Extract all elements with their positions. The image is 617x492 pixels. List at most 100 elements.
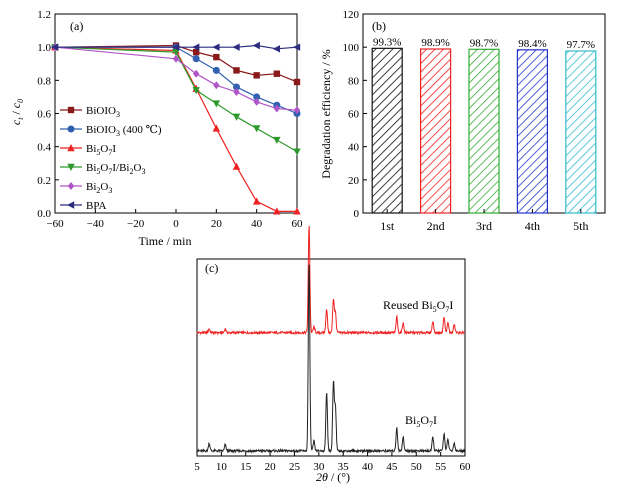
panel-b-value-label: 99.3% [373, 36, 401, 48]
panel-a-legend-entry: Bi5O7I/Bi2O3 [60, 162, 145, 176]
panel-a-legend-marker [67, 125, 75, 133]
panel-a-data-point [253, 72, 260, 79]
panel-a-data-point [253, 93, 261, 101]
panel-c-x-tick-label: 15 [240, 461, 252, 473]
panel-c-series-label-fresh: Bi5O7I [405, 413, 437, 429]
panel-a-data-point [233, 83, 240, 91]
panel-a-y-tick-label: 1.2 [37, 9, 51, 21]
panel-a-series-5 [51, 41, 301, 53]
panel-c-x-tick-label: 25 [289, 461, 301, 473]
panel-c-x-tick-label: 30 [313, 461, 325, 473]
panel-c-xrd-chart: (c) 2θ / (°) 5 10 15 20 25 30 35 40 45 50 55 60 Reus… [194, 225, 472, 484]
panel-a-y-tick-label: 0.6 [37, 109, 51, 121]
panel-a-data-point [212, 43, 220, 51]
panel-a-data-point [233, 87, 240, 96]
panel-b-x-tick-label: 3rd [476, 219, 492, 233]
panel-a-legend-marker [67, 201, 75, 209]
panel-c-x-tick-label: 50 [411, 461, 423, 473]
panel-b-y-tick-label: 100 [343, 42, 360, 54]
panel-a-data-point [273, 104, 281, 113]
panel-a-data-point [232, 162, 241, 170]
panel-c-plot-frame [196, 258, 466, 457]
panel-a-legend-marker [67, 182, 75, 190]
panel-a-legend-entry: BiOIO3 (400 ℃) [60, 124, 162, 138]
panel-a-data-point [293, 106, 301, 115]
panel-a-data-point [273, 136, 281, 145]
panel-a-x-tick-label: −40 [87, 218, 105, 230]
panel-b-y-axis-title: Degradation efficiency / % [319, 49, 333, 178]
panel-a-legend-label: Bi5O7I [86, 143, 116, 157]
panel-a-x-axis-title: Time / min [139, 234, 192, 248]
panel-a-data-point [232, 43, 240, 51]
panel-a-data-point [273, 207, 281, 215]
panel-a-legend-entry: BiOIO3 [60, 105, 120, 119]
panel-b-y-tick-label: 80 [348, 75, 360, 87]
panel-c-label: (c) [205, 261, 218, 275]
panel-b-bar-chart: (b) Degradation efficiency / % 0 20 40 60 80… [319, 9, 606, 233]
panel-c-x-tick-label: 35 [338, 461, 350, 473]
panel-a-data-point [213, 81, 220, 90]
panel-a-data-point [172, 43, 180, 51]
panel-a-y-tick-label: 0.0 [37, 208, 51, 220]
panel-a-data-point [172, 48, 180, 57]
panel-a-legend-label: Bi5O7I/Bi2O3 [86, 162, 145, 176]
panel-a-legend-entry: Bi5O7I [60, 143, 116, 157]
panel-a-data-point [192, 43, 200, 51]
panel-b-value-label: 97.7% [567, 39, 595, 51]
panel-c-x-tick-label: 20 [265, 461, 277, 473]
panel-a-data-point [232, 113, 241, 121]
panel-a-data-point [293, 148, 301, 156]
panel-b-bar [565, 50, 597, 214]
panel-a-series-4 [51, 43, 301, 115]
panel-c-series-label-reused: Reused Bi5O7I [383, 298, 453, 314]
panel-b-y-tick-label: 60 [348, 109, 360, 121]
panel-a-data-point [252, 125, 261, 133]
panel-a-legend-label: BPA [86, 200, 106, 212]
panel-a-y-tick-label: 0.2 [37, 175, 51, 187]
panel-a-legend-entry: BPA [60, 200, 106, 212]
panel-a-data-point [192, 48, 200, 56]
panel-a-legend-marker [67, 106, 75, 114]
panel-c-x-axis-title: 2θ / (°) [316, 470, 350, 484]
panel-a-data-point [272, 45, 281, 53]
panel-c-pattern-1 [196, 264, 466, 454]
panel-a-x-tick-label: 40 [251, 218, 263, 230]
panel-c-x-tick-label: 10 [216, 461, 228, 473]
panel-a-data-point [192, 69, 200, 78]
panel-b-value-label: 98.7% [470, 37, 498, 49]
panel-b-y-tick-label: 0 [354, 208, 360, 220]
panel-a-y-tick-label: 0.4 [37, 142, 51, 154]
panel-b-x-tick-label: 1st [380, 219, 395, 233]
panel-a-legend-marker [67, 144, 75, 152]
panel-a-x-tick-label: −20 [127, 218, 145, 230]
panel-b-x-tick-label: 2nd [427, 219, 445, 233]
panel-c-pattern-0 [196, 225, 466, 336]
panel-a-x-tick-label: 60 [292, 218, 304, 230]
panel-b-x-tick-label: 4th [525, 219, 540, 233]
panel-a-data-point [213, 53, 220, 61]
panel-a-series-line [54, 46, 297, 212]
panel-a-x-tick-label: 0 [173, 218, 179, 230]
panel-c-x-tick-label: 5 [194, 461, 200, 473]
panel-b-bar [468, 48, 500, 214]
panel-b-y-tick-label: 40 [348, 142, 360, 154]
panel-c-x-tick-label: 55 [435, 461, 447, 473]
panel-a-data-point [172, 54, 180, 63]
panel-a-data-point [51, 43, 59, 51]
panel-a-legend-label: Bi2O3 [86, 181, 112, 195]
panel-a-series-line [55, 44, 298, 50]
panel-c-x-tick-label: 45 [386, 461, 398, 473]
panel-a-data-point [252, 197, 261, 205]
panel-a-data-point [233, 67, 240, 74]
panel-a-data-point [212, 100, 221, 108]
panel-a-y-tick-label: 0.8 [37, 75, 51, 87]
panel-a-data-point [293, 78, 301, 86]
panel-c-x-tick-label: 60 [460, 461, 472, 473]
panel-b-value-label: 98.4% [518, 38, 546, 50]
panel-b-bar [516, 49, 549, 214]
panel-b-bar [371, 47, 403, 214]
panel-b-x-tick-label: 5th [573, 219, 588, 233]
panel-b-label: (b) [372, 19, 386, 33]
panel-a-data-point [192, 87, 200, 95]
panel-a-data-point [293, 43, 301, 51]
